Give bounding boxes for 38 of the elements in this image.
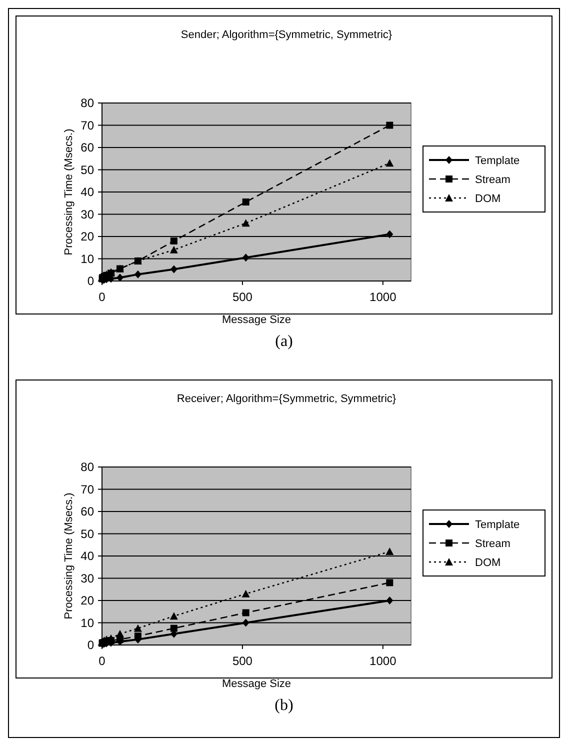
y-tick-label: 10	[80, 616, 94, 630]
x-tick-label: 0	[98, 654, 106, 668]
x-tick-label: 1000	[370, 654, 397, 668]
legend-label: Stream	[475, 538, 510, 550]
legend-label: Stream	[475, 174, 510, 186]
y-tick-label: 0	[87, 638, 94, 652]
y-tick-label: 30	[80, 571, 94, 586]
y-tick-label: 30	[80, 207, 94, 222]
legend-label: Template	[475, 155, 520, 167]
legend-label: DOM	[475, 557, 501, 569]
text: (a)	[275, 333, 293, 350]
y-tick-label: 0	[87, 274, 94, 288]
y-tick-label: 70	[80, 118, 94, 132]
x-tick-label: 500	[232, 290, 253, 304]
y-tick-label: 40	[80, 549, 94, 563]
chart-title: Receiver; Algorithm={Symmetric, Symmetric}	[176, 393, 396, 405]
x-axis-title: Message Size	[222, 678, 292, 690]
y-tick-label: 50	[80, 526, 94, 541]
y-tick-label: 70	[80, 482, 94, 496]
legend-label: DOM	[475, 193, 501, 205]
y-tick-label: 50	[80, 162, 94, 177]
x-tick-label: 500	[232, 654, 253, 668]
y-axis-title: Processing Time (Msecs.)	[63, 492, 75, 620]
y-tick-label: 60	[80, 504, 94, 518]
y-tick-label: 60	[80, 140, 94, 154]
y-tick-label: 20	[80, 594, 94, 608]
chart-title: Sender; Algorithm={Symmetric, Symmetric}	[180, 29, 392, 41]
text: (b)	[274, 697, 294, 714]
y-tick-label: 40	[80, 185, 94, 199]
y-tick-label: 10	[80, 252, 94, 266]
y-tick-label: 80	[80, 460, 94, 474]
x-axis-title: Message Size	[222, 314, 292, 326]
y-axis-title: Processing Time (Msecs.)	[63, 128, 75, 256]
x-tick-label: 0	[98, 290, 106, 304]
y-tick-label: 20	[80, 230, 94, 244]
y-tick-label: 80	[80, 96, 94, 110]
x-tick-label: 1000	[370, 290, 397, 304]
legend-label: Template	[475, 519, 520, 531]
